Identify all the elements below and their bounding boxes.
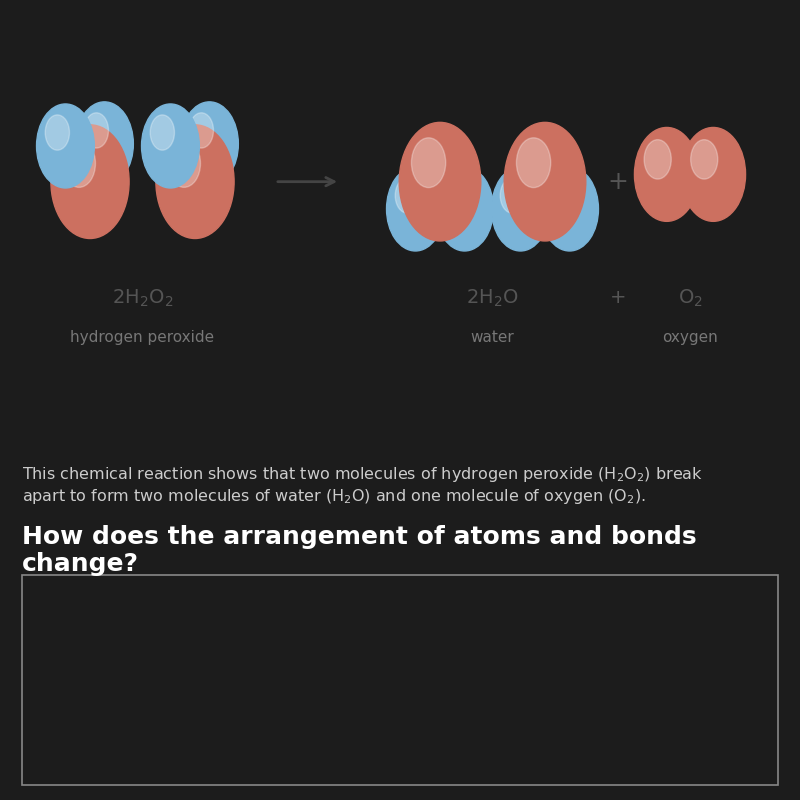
Text: $\mathregular{2H_2O}$: $\mathregular{2H_2O}$ xyxy=(466,287,519,309)
Circle shape xyxy=(411,138,446,187)
Text: oxygen: oxygen xyxy=(662,330,718,345)
Circle shape xyxy=(181,102,238,186)
Circle shape xyxy=(156,125,234,238)
Circle shape xyxy=(550,178,574,213)
Text: +: + xyxy=(610,289,626,307)
Circle shape xyxy=(444,178,469,213)
Text: apart to form two molecules of water ($\mathregular{H_2O}$) and one molecule of : apart to form two molecules of water ($\… xyxy=(22,487,646,506)
Circle shape xyxy=(436,167,494,251)
Circle shape xyxy=(386,167,444,251)
Circle shape xyxy=(541,167,598,251)
Text: This chemical reaction shows that two molecules of hydrogen peroxide ($\mathregu: This chemical reaction shows that two mo… xyxy=(22,465,703,484)
Circle shape xyxy=(500,178,525,213)
Circle shape xyxy=(399,122,481,241)
Circle shape xyxy=(634,127,699,222)
Circle shape xyxy=(142,104,199,188)
Text: hydrogen peroxide: hydrogen peroxide xyxy=(70,330,214,345)
Text: change?: change? xyxy=(22,552,139,576)
Bar xyxy=(0,0,800,36)
Circle shape xyxy=(491,167,550,251)
Circle shape xyxy=(644,140,671,179)
Circle shape xyxy=(395,178,419,213)
Circle shape xyxy=(681,127,746,222)
Circle shape xyxy=(37,104,94,188)
Circle shape xyxy=(51,125,129,238)
Circle shape xyxy=(168,140,201,187)
Circle shape xyxy=(690,140,718,179)
Circle shape xyxy=(517,138,550,187)
Circle shape xyxy=(75,102,134,186)
Bar xyxy=(22,575,778,785)
Circle shape xyxy=(504,122,586,241)
Circle shape xyxy=(46,115,70,150)
Text: +: + xyxy=(607,170,629,194)
Circle shape xyxy=(150,115,174,150)
Text: water: water xyxy=(470,330,514,345)
Circle shape xyxy=(190,113,214,148)
Circle shape xyxy=(84,113,109,148)
Text: $\mathregular{O_2}$: $\mathregular{O_2}$ xyxy=(678,287,702,309)
Circle shape xyxy=(62,140,95,187)
Text: $\mathregular{2H_2O_2}$: $\mathregular{2H_2O_2}$ xyxy=(112,287,173,309)
Text: How does the arrangement of atoms and bonds: How does the arrangement of atoms and bo… xyxy=(22,525,697,549)
